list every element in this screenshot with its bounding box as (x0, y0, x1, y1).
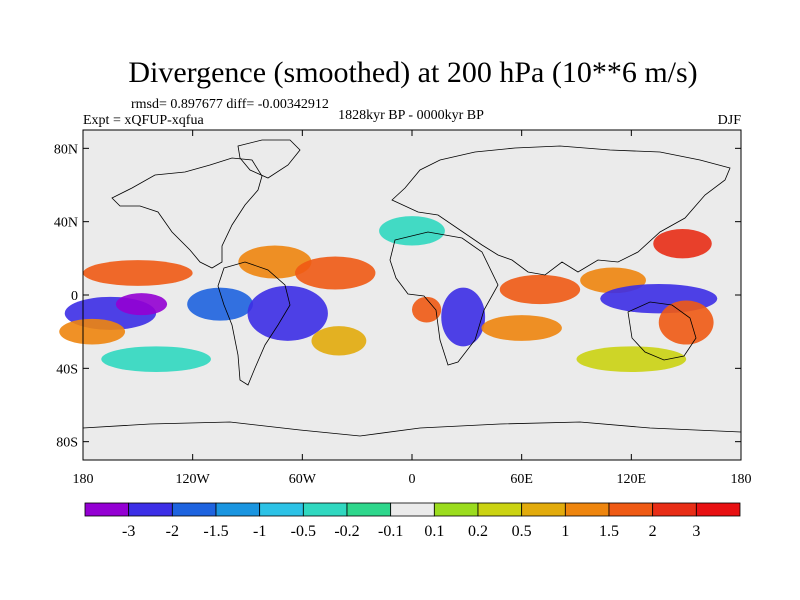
colorbar-label: 0.1 (424, 523, 444, 540)
y-tick-label: 40S (56, 362, 78, 377)
colorbar-swatch (84, 502, 130, 517)
colorbar-swatch (390, 502, 435, 517)
y-tick-label: 0 (71, 289, 78, 304)
colorbar-swatch (521, 502, 566, 517)
colorbar-swatch (433, 502, 479, 517)
x-tick-label: 180 (73, 472, 94, 487)
map-axes: 180 120W 60W 0 60E 120E 180 80N 40N 0 40S 80S (54, 130, 752, 487)
colorbar-swatch (215, 502, 261, 517)
divergence-anomaly (576, 346, 687, 372)
colorbar-swatch (259, 502, 304, 517)
colorbar-label: 3 (692, 523, 700, 540)
season-label: DJF (718, 113, 742, 128)
divergence-anomaly (441, 287, 486, 347)
experiment-label: Expt = xQFUP-xqfua (83, 113, 204, 128)
colorbar-label: -0.2 (334, 523, 359, 540)
colorbar-label: 0.5 (512, 523, 532, 540)
colorbar-swatch (608, 502, 654, 517)
divergence-anomaly (187, 287, 253, 321)
divergence-anomaly (481, 315, 562, 341)
divergence-anomaly (653, 229, 712, 259)
stats-text: rmsd= 0.897677 diff= -0.00342912 (131, 97, 329, 112)
colorbar-label: -1.5 (203, 523, 228, 540)
x-tick-label: 120E (617, 472, 647, 487)
x-tick-label: 120W (176, 472, 211, 487)
divergence-anomaly (247, 285, 328, 341)
colorbar-swatch (652, 502, 697, 517)
chart-title: Divergence (smoothed) at 200 hPa (10**6 … (128, 56, 697, 89)
divergence-anomaly (295, 256, 376, 290)
y-tick-label: 80S (56, 436, 78, 451)
colorbar-swatch (128, 502, 173, 517)
colorbar-swatch (346, 502, 392, 517)
divergence-anomaly (311, 326, 367, 356)
x-tick-label: 60E (510, 472, 533, 487)
colorbar-label: -3 (122, 523, 135, 540)
colorbar-swatch (477, 502, 523, 517)
y-tick-label: 40N (54, 216, 78, 231)
colorbar-swatch (695, 502, 741, 517)
divergence-anomaly (83, 260, 193, 286)
colorbar-label: -0.5 (291, 523, 316, 540)
colorbar-swatch (171, 502, 217, 517)
divergence-anomaly (59, 318, 126, 345)
colorbar-label: 2 (649, 523, 657, 540)
divergence-anomaly (101, 346, 211, 372)
divergence-anomaly (412, 296, 442, 323)
colorbar-label: 1 (561, 523, 569, 540)
colorbar-label: -1 (253, 523, 266, 540)
divergence-field (59, 216, 718, 372)
divergence-anomaly (115, 293, 168, 316)
divergence-anomaly (238, 245, 312, 279)
x-tick-label: 0 (409, 472, 416, 487)
x-tick-label: 180 (731, 472, 752, 487)
divergence-anomaly (499, 274, 581, 305)
x-tick-label: 60W (289, 472, 317, 487)
colorbar-label: -0.1 (378, 523, 403, 540)
colorbar-swatch (564, 502, 610, 517)
colorbar-label: 1.5 (599, 523, 619, 540)
divergence-anomaly (658, 300, 714, 345)
period-label: 1828kyr BP - 0000kyr BP (338, 108, 484, 123)
divergence-anomaly (379, 216, 445, 246)
colorbar-label: -2 (166, 523, 179, 540)
colorbar: -3 -2 -1.5 -1 -0.5 -0.2 -0.1 0.1 0.2 0.5 1 1.5 2 3 (84, 502, 741, 540)
coastlines (82, 139, 742, 437)
y-tick-label: 80N (54, 142, 78, 157)
colorbar-swatch (302, 502, 348, 517)
map-plot (59, 129, 742, 461)
colorbar-label: 0.2 (468, 523, 488, 540)
